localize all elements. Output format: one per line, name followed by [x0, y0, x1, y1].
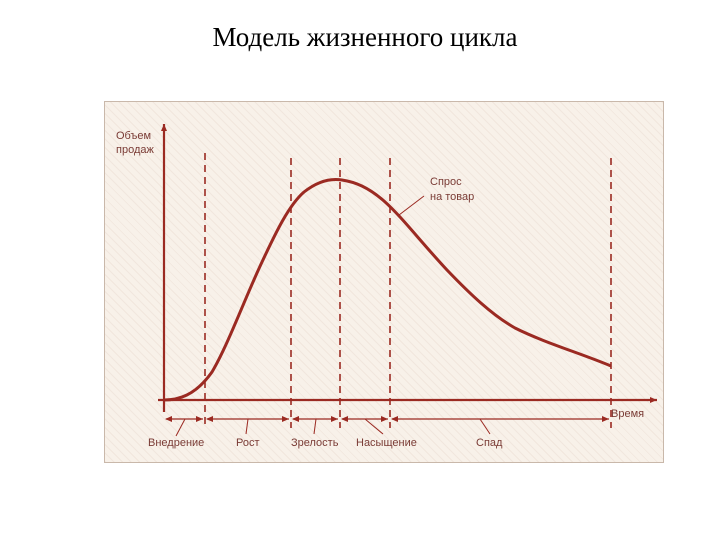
curve-label-line1: Спрос [430, 176, 462, 188]
curve-label-leader [398, 195, 425, 216]
demand-curve [163, 177, 612, 402]
stage-label-decline: Спад [476, 437, 503, 449]
stage-label-maturity: Зрелость [291, 437, 339, 449]
leader-line [245, 418, 249, 435]
stage-label-growth: Рост [236, 437, 260, 449]
leader-line [313, 418, 317, 435]
leader-line [364, 418, 384, 435]
curve-label-line2: на товар [430, 191, 474, 203]
diagram-panel [104, 101, 664, 463]
stage-label-saturation: Насыщение [356, 437, 417, 449]
leader-line [175, 418, 186, 437]
leader-line [479, 418, 491, 435]
x-axis-label: Время [611, 408, 644, 420]
y-axis-label-line2: продаж [116, 144, 154, 156]
y-axis-label-line1: Объем [116, 130, 151, 142]
stage-label-introduction: Внедрение [148, 437, 204, 449]
slide-title: Модель жизненного цикла [212, 22, 518, 52]
